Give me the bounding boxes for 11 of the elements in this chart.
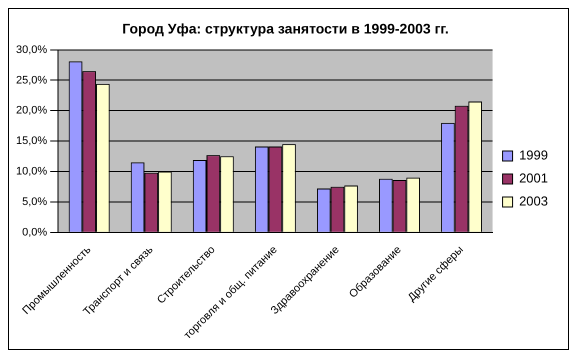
- chart-title: Город Уфа: структура занятости в 1999-2003 гг.: [122, 20, 449, 36]
- legend-label: 1999: [519, 148, 548, 163]
- y-tick-label: 5,0%: [22, 196, 48, 208]
- y-tick-label: 0,0%: [22, 226, 48, 238]
- y-tick-label: 15,0%: [16, 135, 48, 148]
- legend-label: 2003: [519, 194, 548, 209]
- y-tick-label: 10,0%: [16, 166, 48, 178]
- y-tick-label: 25,0%: [16, 74, 48, 86]
- y-tick-label: 20,0%: [16, 104, 48, 117]
- legend-label: 2001: [519, 170, 548, 186]
- y-tick-label: 30,0%: [16, 44, 48, 56]
